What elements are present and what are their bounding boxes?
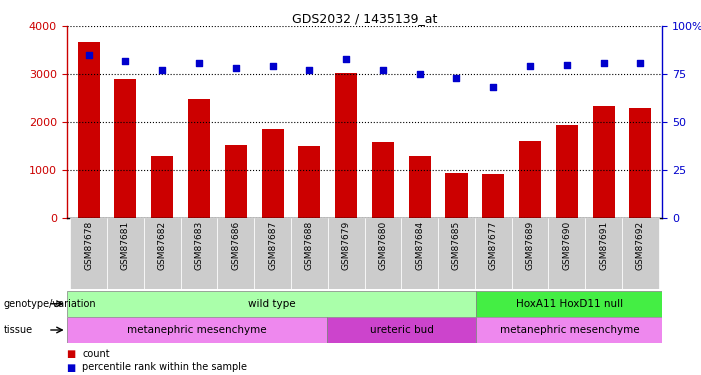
FancyBboxPatch shape bbox=[327, 317, 476, 343]
Bar bbox=[78, 42, 100, 218]
Bar bbox=[629, 108, 651, 218]
Point bbox=[120, 58, 131, 64]
Point bbox=[635, 60, 646, 66]
Bar bbox=[188, 99, 210, 218]
Point bbox=[304, 67, 315, 73]
Text: ■: ■ bbox=[67, 350, 76, 359]
Bar bbox=[519, 141, 541, 218]
Point bbox=[83, 52, 94, 58]
Text: GSM87681: GSM87681 bbox=[121, 221, 130, 270]
Point bbox=[193, 60, 205, 66]
FancyBboxPatch shape bbox=[622, 217, 659, 289]
Text: GSM87685: GSM87685 bbox=[452, 221, 461, 270]
Text: tissue: tissue bbox=[4, 325, 33, 335]
FancyBboxPatch shape bbox=[291, 217, 328, 289]
Text: GSM87677: GSM87677 bbox=[489, 221, 498, 270]
Point bbox=[524, 63, 536, 69]
Bar bbox=[299, 146, 320, 218]
Bar bbox=[151, 156, 173, 218]
Text: HoxA11 HoxD11 null: HoxA11 HoxD11 null bbox=[516, 299, 623, 309]
FancyBboxPatch shape bbox=[67, 291, 476, 317]
FancyBboxPatch shape bbox=[401, 217, 438, 289]
Text: GSM87688: GSM87688 bbox=[305, 221, 314, 270]
Text: GSM87678: GSM87678 bbox=[84, 221, 93, 270]
Text: GSM87679: GSM87679 bbox=[341, 221, 350, 270]
Text: GSM87684: GSM87684 bbox=[415, 221, 424, 270]
FancyBboxPatch shape bbox=[107, 217, 144, 289]
Text: GSM87686: GSM87686 bbox=[231, 221, 240, 270]
Bar bbox=[372, 142, 394, 218]
FancyBboxPatch shape bbox=[476, 317, 662, 343]
Bar bbox=[225, 145, 247, 218]
Text: GSM87690: GSM87690 bbox=[562, 221, 571, 270]
FancyBboxPatch shape bbox=[328, 217, 365, 289]
Point bbox=[267, 63, 278, 69]
Text: count: count bbox=[82, 350, 109, 359]
Point bbox=[562, 62, 573, 68]
FancyBboxPatch shape bbox=[512, 217, 548, 289]
Text: GSM87683: GSM87683 bbox=[194, 221, 203, 270]
Text: metanephric mesenchyme: metanephric mesenchyme bbox=[500, 325, 639, 335]
Text: GSM87687: GSM87687 bbox=[268, 221, 277, 270]
Bar bbox=[556, 125, 578, 217]
Text: percentile rank within the sample: percentile rank within the sample bbox=[82, 363, 247, 372]
Text: GSM87692: GSM87692 bbox=[636, 221, 645, 270]
Bar bbox=[114, 79, 137, 218]
Point bbox=[230, 65, 241, 71]
Bar bbox=[482, 174, 504, 217]
Text: ■: ■ bbox=[67, 363, 76, 372]
Point bbox=[451, 75, 462, 81]
FancyBboxPatch shape bbox=[254, 217, 291, 289]
Point bbox=[598, 60, 609, 66]
Text: wild type: wild type bbox=[247, 299, 295, 309]
Point bbox=[156, 67, 168, 73]
Point bbox=[488, 84, 499, 90]
FancyBboxPatch shape bbox=[365, 217, 401, 289]
Text: GSM87682: GSM87682 bbox=[158, 221, 167, 270]
Point bbox=[414, 71, 426, 77]
Text: genotype/variation: genotype/variation bbox=[4, 299, 96, 309]
Bar bbox=[409, 156, 430, 218]
FancyBboxPatch shape bbox=[70, 217, 107, 289]
Title: GDS2032 / 1435139_at: GDS2032 / 1435139_at bbox=[292, 12, 437, 25]
FancyBboxPatch shape bbox=[548, 217, 585, 289]
Text: GSM87680: GSM87680 bbox=[379, 221, 388, 270]
FancyBboxPatch shape bbox=[67, 317, 327, 343]
FancyBboxPatch shape bbox=[181, 217, 217, 289]
FancyBboxPatch shape bbox=[217, 217, 254, 289]
FancyBboxPatch shape bbox=[144, 217, 181, 289]
Bar bbox=[335, 73, 358, 217]
FancyBboxPatch shape bbox=[585, 217, 622, 289]
Bar bbox=[261, 129, 284, 218]
Point bbox=[377, 67, 388, 73]
Text: GSM87691: GSM87691 bbox=[599, 221, 608, 270]
Text: GSM87689: GSM87689 bbox=[526, 221, 535, 270]
FancyBboxPatch shape bbox=[475, 217, 512, 289]
Bar bbox=[445, 172, 468, 217]
Text: metanephric mesenchyme: metanephric mesenchyme bbox=[127, 325, 267, 335]
Text: ureteric bud: ureteric bud bbox=[370, 325, 434, 335]
Bar bbox=[592, 106, 615, 218]
Point bbox=[341, 56, 352, 62]
FancyBboxPatch shape bbox=[476, 291, 662, 317]
FancyBboxPatch shape bbox=[438, 217, 475, 289]
